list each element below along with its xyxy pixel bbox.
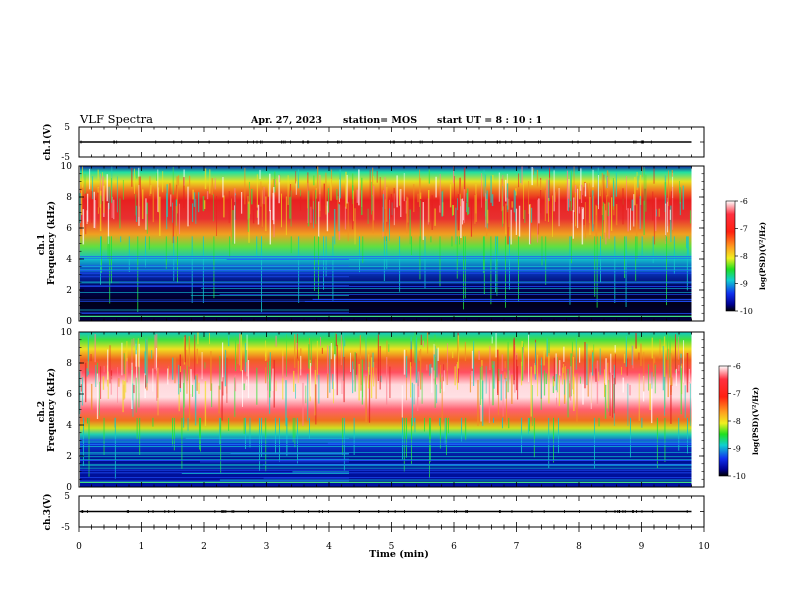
ch1-colorbar <box>725 200 736 312</box>
colorbar-tick-label: -9 <box>733 445 741 454</box>
ch2-spectrogram-ylabel-line1: ch.2 <box>37 401 47 422</box>
time-tick-label: 1 <box>139 542 145 552</box>
ch1-waveform-panel: 5 -5 ch.1(V) <box>42 123 705 163</box>
ch1-colorbar-label: log(PSD)(V²/Hz) <box>758 222 767 290</box>
freq-tick-label: 0 <box>66 317 72 327</box>
time-tick-label: 0 <box>76 542 82 552</box>
colorbar-tick-label: -10 <box>733 472 746 481</box>
ch2-spectrogram-ylabel-line2: Frequency (kHz) <box>46 368 57 452</box>
ch1-waveform-trace <box>79 126 704 158</box>
time-tick-label: 7 <box>514 542 520 552</box>
freq-tick-label: 6 <box>66 224 72 234</box>
time-tick-label: 9 <box>639 542 645 552</box>
ch2-colorbar-label: log(PSD)(V²/Hz) <box>751 387 760 455</box>
ch3-waveform-trace <box>79 495 704 528</box>
colorbar-tick-label: -10 <box>740 307 753 316</box>
colorbar-tick-label: -7 <box>740 225 748 234</box>
freq-tick-label: 6 <box>66 390 72 400</box>
ch1-spectrogram-panel: 0 2 4 6 8 10 ch.1 Frequency (kHz) -6 -7 -8 -9 -10… <box>37 162 767 327</box>
colorbar-tick-label: -9 <box>740 280 748 289</box>
colorbar-tick-label: -6 <box>740 197 748 206</box>
freq-tick-label: 0 <box>66 483 72 493</box>
no-data-region <box>691 332 704 487</box>
colorbar-tick-label: -8 <box>733 417 741 426</box>
freq-tick-label: 2 <box>66 452 72 462</box>
freq-tick-label: 8 <box>66 359 72 369</box>
freq-tick-label: 10 <box>61 328 73 338</box>
no-data-region <box>691 166 704 321</box>
ch1-spectrogram-ylabel-line2: Frequency (kHz) <box>46 201 57 285</box>
time-axis-label: Time (min) <box>369 549 429 560</box>
ch1-ytick-top: 5 <box>64 123 70 133</box>
time-tick-label: 6 <box>451 542 457 552</box>
colorbar-tick-label: -7 <box>733 390 741 399</box>
freq-tick-label: 4 <box>66 255 72 265</box>
ch3-waveform-panel: 5 -5 ch.3(V) <box>42 492 705 533</box>
time-tick-label: 10 <box>698 542 710 552</box>
figure-title: VLF Spectra <box>79 112 153 126</box>
ch1-waveform-ylabel: ch.1(V) <box>42 124 53 161</box>
ch3-ytick-top: 5 <box>64 492 70 502</box>
svg-text:ch.2 Frequency (kHz): ch.2 Frequency (kHz) <box>37 368 57 452</box>
ch2-spectrogram-panel: 0 2 4 6 8 10 ch.2 Frequency (kHz) -6 -7 -8 -9 -10… <box>37 328 760 493</box>
time-tick-label: 5 <box>389 542 395 552</box>
time-tick-label: 4 <box>326 542 332 552</box>
ch3-waveform-ylabel: ch.3(V) <box>42 494 53 531</box>
date-label: Apr. 27, 2023 <box>250 115 322 126</box>
svg-text:ch.1 Frequency (kHz): ch.1 Frequency (kHz) <box>37 201 57 285</box>
freq-tick-label: 10 <box>61 162 73 172</box>
freq-tick-label: 8 <box>66 193 72 203</box>
time-tick-label: 3 <box>264 542 270 552</box>
station-label: station= MOS <box>343 115 417 126</box>
freq-tick-label: 4 <box>66 421 72 431</box>
colorbar-tick-label: -8 <box>740 252 748 261</box>
time-axis-tick-labels: 0 1 2 3 4 5 6 7 8 9 10 <box>76 527 710 552</box>
ch1-spectrogram-ylabel-line1: ch.1 <box>37 234 47 255</box>
ch2-colorbar <box>718 365 729 477</box>
time-tick-label: 8 <box>576 542 582 552</box>
freq-tick-label: 2 <box>66 286 72 296</box>
ch3-ytick-bottom: -5 <box>61 523 70 533</box>
colorbar-tick-label: -6 <box>733 362 741 371</box>
ch1-ytick-bottom: -5 <box>61 153 70 163</box>
start-time-label: start UT = 8 : 10 : 1 <box>437 115 542 126</box>
time-tick-label: 2 <box>201 542 207 552</box>
